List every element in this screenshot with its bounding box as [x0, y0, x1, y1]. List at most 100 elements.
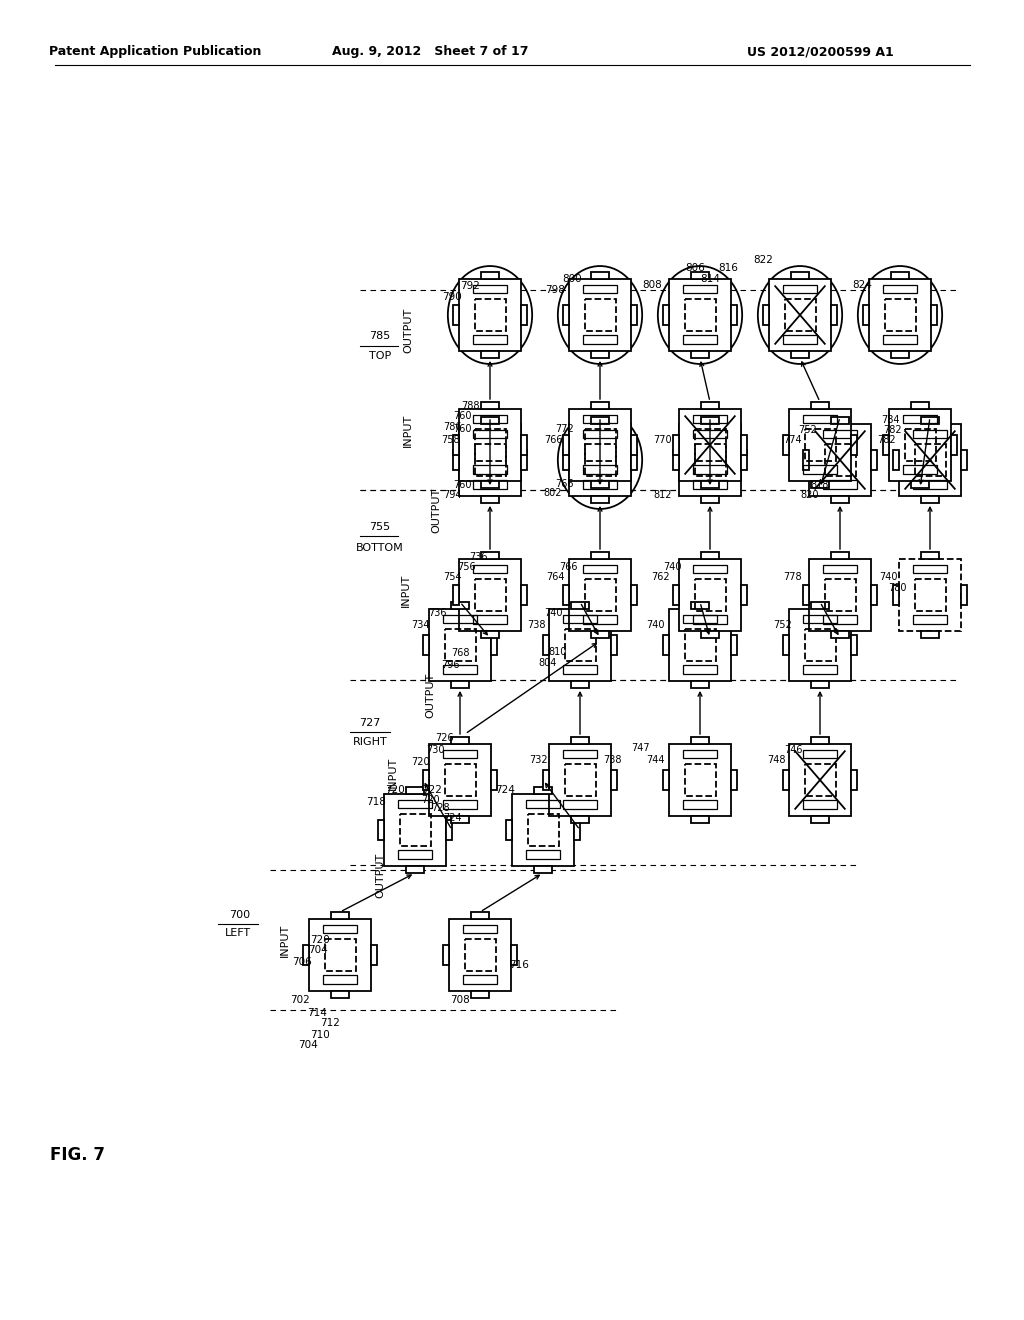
Bar — [473, 430, 507, 438]
Bar — [480, 401, 500, 409]
Bar — [914, 444, 945, 477]
Bar — [443, 800, 477, 809]
Bar — [803, 800, 837, 809]
Bar — [506, 820, 512, 840]
Text: 704: 704 — [308, 945, 328, 954]
Text: OUTPUT: OUTPUT — [403, 308, 413, 352]
Bar — [480, 272, 500, 279]
Bar — [583, 414, 617, 424]
Text: 754: 754 — [442, 572, 462, 582]
Bar — [325, 939, 355, 972]
Bar — [863, 305, 869, 325]
Bar — [474, 298, 506, 331]
Bar — [830, 631, 849, 638]
Bar — [429, 609, 490, 681]
Bar — [694, 444, 725, 477]
Bar — [569, 558, 631, 631]
Bar — [700, 417, 719, 424]
Bar — [591, 480, 609, 488]
Bar — [883, 434, 889, 455]
Bar — [471, 912, 489, 919]
Text: TOP: TOP — [369, 351, 391, 360]
Bar — [563, 450, 569, 470]
Text: 714: 714 — [307, 1008, 327, 1018]
Text: 758: 758 — [440, 436, 460, 445]
Bar — [824, 444, 855, 477]
Bar — [830, 496, 849, 503]
Text: 738: 738 — [603, 755, 622, 766]
Bar — [763, 305, 769, 325]
Bar — [782, 635, 790, 655]
Text: INPUT: INPUT — [280, 924, 290, 957]
Text: 747: 747 — [631, 743, 649, 752]
Bar — [563, 305, 569, 325]
Bar — [693, 465, 727, 474]
Text: 706: 706 — [292, 957, 312, 968]
Bar — [691, 602, 710, 609]
Bar — [871, 585, 878, 605]
Text: INPUT: INPUT — [388, 756, 398, 789]
Bar — [683, 800, 717, 809]
Text: 728: 728 — [431, 803, 450, 813]
Bar — [583, 430, 617, 438]
Bar — [693, 480, 727, 488]
Text: 740: 740 — [646, 620, 665, 630]
Text: 804: 804 — [539, 657, 557, 668]
Bar — [534, 787, 552, 795]
Bar — [663, 305, 669, 325]
Bar — [480, 351, 500, 358]
Bar — [673, 450, 679, 470]
Bar — [700, 552, 719, 558]
Bar — [398, 800, 432, 808]
Bar — [811, 602, 829, 609]
Bar — [459, 409, 521, 480]
Bar — [631, 305, 637, 325]
Bar — [803, 450, 809, 470]
Text: 748: 748 — [767, 755, 785, 766]
Bar — [679, 558, 741, 631]
Text: 796: 796 — [440, 660, 459, 671]
Text: Patent Application Publication: Patent Application Publication — [49, 45, 261, 58]
Bar — [303, 945, 309, 965]
Bar — [683, 750, 717, 759]
Text: 766: 766 — [555, 479, 573, 488]
Bar — [583, 285, 617, 293]
Bar — [823, 480, 857, 488]
Bar — [585, 578, 615, 611]
Bar — [463, 975, 497, 983]
Text: 704: 704 — [298, 1040, 317, 1049]
Bar — [790, 744, 851, 816]
Bar — [684, 764, 716, 796]
Bar — [805, 764, 836, 796]
Bar — [331, 912, 349, 919]
Text: 766: 766 — [544, 436, 562, 445]
Bar — [569, 409, 631, 480]
Text: 727: 727 — [359, 718, 381, 729]
Bar — [951, 434, 957, 455]
Bar — [683, 335, 717, 343]
Bar — [903, 414, 937, 424]
Bar — [449, 919, 511, 991]
Bar — [691, 816, 710, 824]
Bar — [931, 305, 937, 325]
Bar — [694, 429, 725, 461]
Bar — [961, 450, 968, 470]
Bar — [574, 820, 581, 840]
Text: 778: 778 — [783, 572, 803, 582]
Bar — [444, 628, 475, 661]
Bar — [769, 279, 831, 351]
Bar — [823, 615, 857, 624]
Text: 780: 780 — [888, 583, 906, 593]
Bar — [549, 744, 611, 816]
Bar — [465, 939, 496, 972]
Text: 716: 716 — [509, 960, 529, 970]
Bar — [893, 585, 899, 605]
Bar — [782, 434, 790, 455]
Bar — [378, 820, 384, 840]
Bar — [459, 424, 521, 496]
Bar — [891, 272, 909, 279]
Bar — [446, 820, 453, 840]
Bar — [473, 414, 507, 424]
Bar — [891, 351, 909, 358]
Text: 712: 712 — [321, 1018, 340, 1028]
